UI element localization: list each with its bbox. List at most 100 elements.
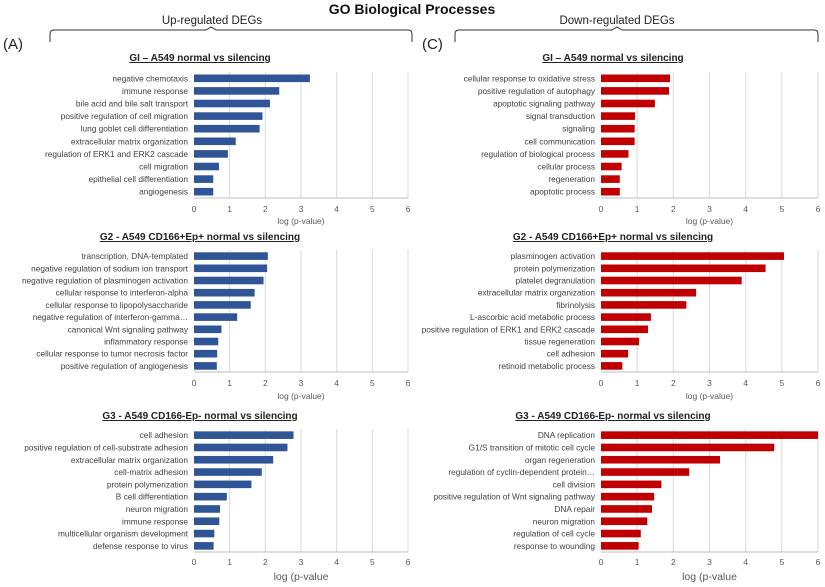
bar (601, 337, 639, 346)
category-label: regulation of cell cycle (513, 529, 595, 539)
bar (601, 99, 655, 108)
category-label: cell migration (139, 162, 188, 172)
category-label: epithelial cell differentiation (89, 174, 189, 184)
x-tick-label: 4 (743, 204, 748, 214)
bar (601, 492, 655, 501)
x-tick-label: 0 (192, 378, 197, 388)
bar (194, 137, 236, 146)
bar (194, 124, 260, 133)
bar (194, 517, 220, 526)
bar (194, 480, 252, 489)
x-tick-label: 0 (192, 204, 197, 214)
category-label: cellular response to interferon-alpha (56, 288, 189, 298)
bar (194, 112, 263, 120)
bar (601, 276, 742, 285)
category-label: G1/S transition of mitotic cell cycle (469, 442, 596, 452)
x-tick-label: 3 (299, 378, 304, 388)
bar (194, 505, 221, 513)
bar (601, 455, 720, 464)
x-tick-label: 2 (263, 557, 268, 567)
bar (194, 431, 294, 439)
x-tick-label: 4 (743, 557, 748, 567)
figure-title: GO Biological Processes (329, 1, 496, 17)
bar (601, 443, 775, 452)
category-label: neuron migration (126, 504, 189, 514)
bar (601, 480, 662, 489)
x-tick-label: 4 (334, 378, 339, 388)
chart-panel-left-3: G3 - A549 CD166-Ep- normal vs silencing 0… (24, 411, 410, 583)
x-tick-label: 1 (635, 378, 640, 388)
bar (194, 455, 274, 464)
bar (194, 150, 228, 158)
up-header: Up-regulated DEGs (162, 15, 263, 27)
category-label: cell division (553, 479, 596, 489)
bar (601, 162, 622, 171)
category-label: extracellular matrix organization (71, 136, 189, 146)
x-tick-label: 5 (779, 378, 784, 388)
x-tick-label: 6 (406, 557, 411, 567)
bar (194, 325, 222, 334)
bar (194, 313, 238, 321)
category-label: immune response (122, 86, 188, 96)
x-tick-label: 2 (671, 204, 676, 214)
bar (601, 252, 785, 260)
x-tick-label: 4 (743, 378, 748, 388)
bar (601, 468, 690, 476)
category-label: extracellular matrix organization (71, 455, 189, 465)
category-label: positive regulation of angiogenesis (61, 361, 188, 371)
category-label: positive regulation of cell-substrate ad… (24, 442, 188, 452)
x-tick-label: 2 (263, 378, 268, 388)
x-tick-label: 0 (192, 557, 197, 567)
category-label: defense response to virus (93, 541, 188, 551)
x-tick-label: 1 (227, 378, 232, 388)
chart-title: G2 - A549 CD166+Ep+ normal vs silencing (513, 232, 713, 243)
category-label: canonical Wnt signaling pathway (68, 324, 189, 334)
bar (601, 112, 635, 120)
x-axis-label: log (p-value) (277, 216, 324, 226)
bar (194, 276, 264, 285)
category-label: angiogenesis (139, 187, 188, 197)
x-tick-label: 2 (263, 204, 268, 214)
x-tick-label: 5 (370, 378, 375, 388)
category-label: extracellular matrix organization (478, 288, 596, 298)
chart-title: G2 - A549 CD166+Ep+ normal vs silencing (100, 232, 300, 243)
bar (601, 362, 623, 370)
chart-title: G3 - A549 CD166-Ep- normal vs silencing (102, 411, 297, 422)
category-label: multicellular organism development (58, 529, 189, 539)
category-label: immune response (122, 516, 188, 526)
bar (194, 362, 217, 370)
bar (601, 517, 648, 526)
chart-title: GI – A549 normal vs silencing (129, 53, 270, 64)
x-tick-label: 1 (227, 557, 232, 567)
down-bracket (454, 26, 819, 42)
bar (601, 175, 620, 183)
x-tick-label: 3 (299, 557, 304, 567)
bar (601, 301, 687, 309)
x-tick-label: 3 (707, 204, 712, 214)
category-label: L-ascorbic acid metabolic process (470, 312, 595, 322)
chart-panel-right-3: G3 - A549 CD166-Ep- normal vs silencing 0… (434, 411, 821, 583)
x-tick-label: 3 (299, 204, 304, 214)
bar (194, 349, 218, 358)
bar (194, 468, 262, 476)
category-label: DNA replication (538, 430, 596, 440)
x-tick-label: 6 (406, 204, 411, 214)
bar (194, 99, 270, 108)
bar (194, 443, 288, 452)
category-label: positive regulation of ERK1 and ERK2 cas… (422, 324, 596, 334)
category-label: negative regulation of plasminogen activ… (22, 276, 188, 286)
x-tick-label: 6 (406, 378, 411, 388)
chart-title: GI – A549 normal vs silencing (542, 53, 683, 64)
category-label: regulation of ERK1 and ERK2 cascade (45, 149, 188, 159)
x-tick-label: 5 (779, 557, 784, 567)
bar (194, 301, 251, 309)
chart-panel-left-1: GI – A549 normal vs silencing 0 1 2 3 4 5 6 nega… (45, 53, 411, 226)
chart-panel-right-2: G2 - A549 CD166+Ep+ normal vs silencing 0… (422, 232, 821, 401)
x-tick-label: 1 (635, 204, 640, 214)
x-axis-label: log (p-value (682, 571, 737, 583)
bar (194, 529, 215, 538)
bar (601, 187, 620, 196)
bar (601, 264, 766, 273)
panel-letter-c: (C) (422, 36, 443, 53)
